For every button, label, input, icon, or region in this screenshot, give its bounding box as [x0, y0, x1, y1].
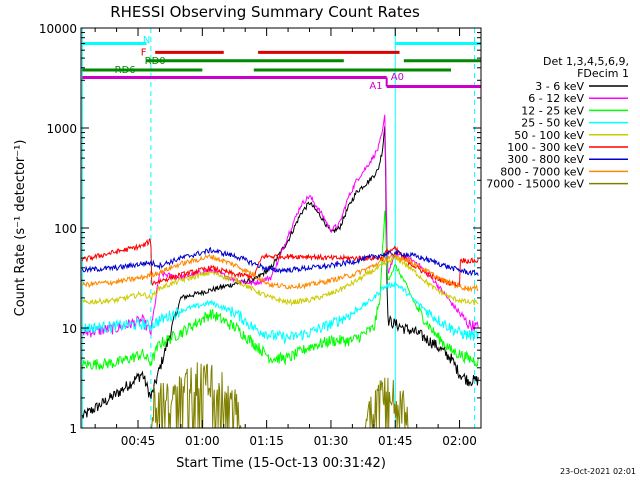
series-line	[82, 254, 479, 307]
x-tick-label: 00:45	[121, 434, 156, 448]
y-axis-label: Count Rate (s⁻¹ detector⁻¹)	[13, 140, 28, 317]
footer-timestamp: 23-Oct-2021 02:01	[560, 467, 636, 476]
y-tick-label: 1	[69, 422, 77, 436]
chart-title: RHESSI Observing Summary Count Rates	[110, 3, 420, 21]
y-tick-label: 10	[62, 322, 77, 336]
x-tick-label: 01:45	[378, 434, 413, 448]
status-bar-label: A0	[391, 72, 404, 83]
legend-entry-label: 100 - 300 keV	[507, 141, 584, 154]
status-bar-label: RD0	[145, 56, 166, 67]
legend-header: FDecim 1	[577, 67, 629, 80]
series-line	[81, 125, 479, 419]
status-bar-label: A1	[369, 81, 382, 92]
legend-header: Det 1,3,4,5,6,9,	[543, 55, 629, 68]
series-line	[81, 246, 479, 277]
x-tick-label: 01:30	[314, 434, 349, 448]
y-tick-label: 1000	[46, 122, 77, 136]
x-tick-label: 02:00	[442, 434, 477, 448]
legend-entry-label: 3 - 6 keV	[535, 80, 584, 93]
series-line	[82, 253, 479, 293]
series-line	[81, 238, 479, 288]
legend-entry-label: 7000 - 15000 keV	[486, 178, 584, 191]
status-bar-label: N	[143, 35, 150, 46]
series-line	[81, 281, 479, 345]
x-tick-label: 01:15	[249, 434, 284, 448]
legend-entry-label: 800 - 7000 keV	[500, 165, 584, 178]
legend-entry-label: 300 - 800 keV	[507, 153, 584, 166]
status-bar-label: F	[141, 48, 147, 59]
legend-entry-label: 12 - 25 keV	[521, 104, 584, 117]
y-tick-label: 10000	[39, 22, 77, 36]
x-axis-label: Start Time (15-Oct-13 00:31:42)	[176, 456, 386, 471]
x-tick-label: 01:00	[185, 434, 220, 448]
legend-entry-label: 50 - 100 keV	[514, 129, 584, 142]
y-tick-label: 100	[54, 222, 77, 236]
legend-entry-label: 25 - 50 keV	[521, 117, 584, 130]
legend-entry-label: 6 - 12 keV	[528, 92, 584, 105]
status-bar-label: RD6	[115, 65, 136, 76]
